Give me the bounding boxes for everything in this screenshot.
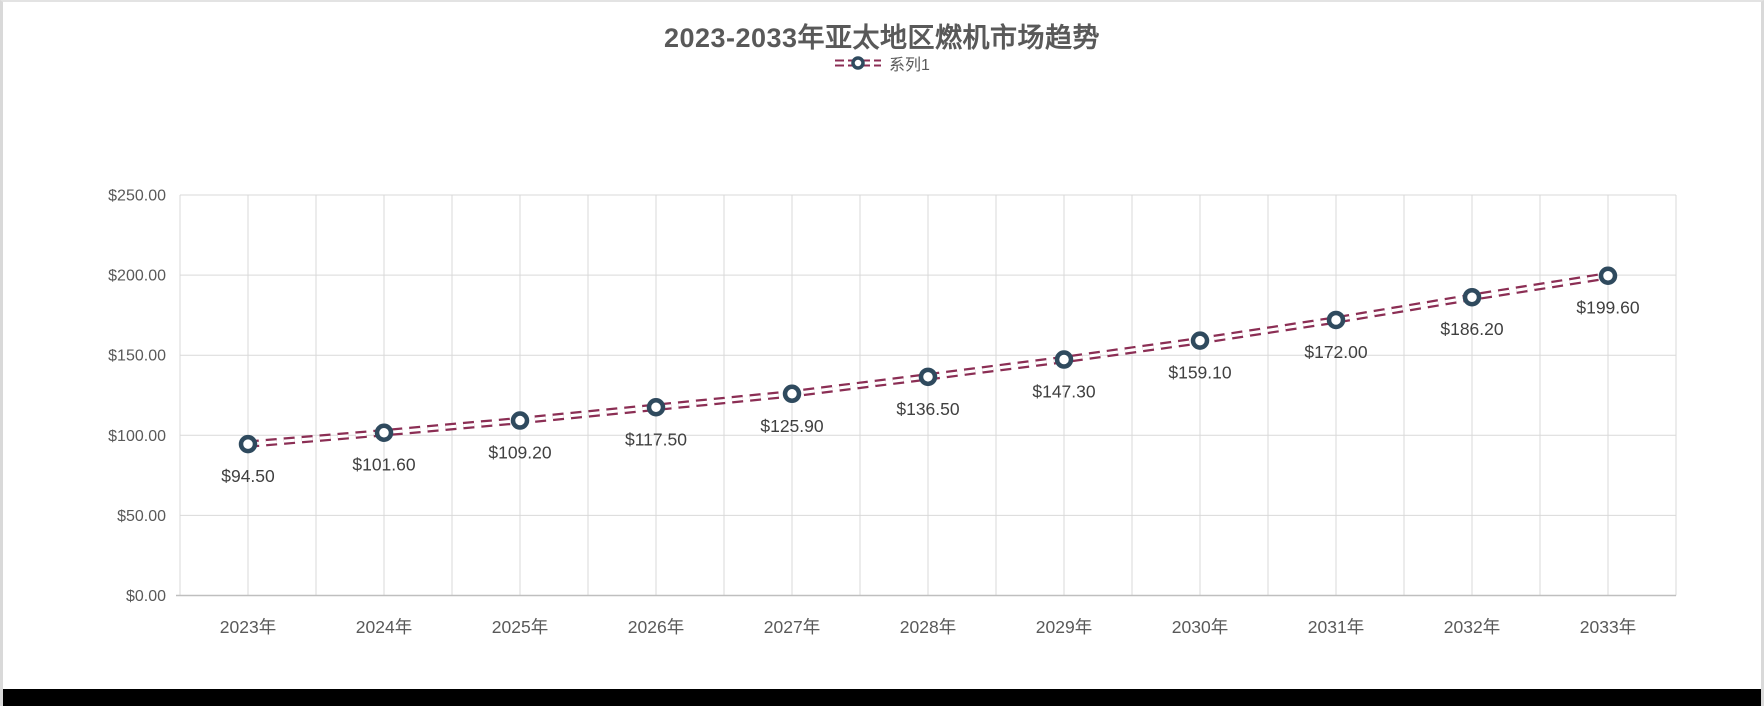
data-label: $172.00 — [1304, 342, 1368, 362]
legend[interactable]: 系列1 — [3, 51, 1761, 75]
legend-series-label: 系列1 — [889, 57, 930, 74]
y-axis-tick-label: $200.00 — [108, 268, 166, 285]
data-label: $94.50 — [221, 466, 275, 486]
series-line-inner — [247, 274, 1609, 446]
x-axis-tick-label: 2030年 — [1172, 617, 1228, 637]
data-point-marker[interactable] — [918, 367, 938, 387]
data-point-marker[interactable] — [1326, 310, 1346, 330]
data-point-marker[interactable] — [646, 398, 666, 417]
data-point-marker[interactable] — [510, 411, 530, 430]
data-label: $186.20 — [1440, 319, 1504, 339]
x-axis-tick-label: 2023年 — [220, 617, 276, 637]
data-label: $101.60 — [352, 455, 416, 475]
data-label: $159.10 — [1168, 363, 1232, 383]
data-label: $147.30 — [1032, 382, 1096, 402]
data-label: $117.50 — [625, 429, 687, 449]
y-axis-tick-label: $150.00 — [108, 348, 166, 365]
chart-title: 2023-2033年亚太地区燃机市场趋势 — [663, 23, 1101, 53]
bottom-bar — [3, 689, 1761, 706]
data-label: $136.50 — [896, 399, 960, 419]
x-axis-tick-label: 2028年 — [900, 617, 956, 637]
data-label: $109.20 — [488, 443, 552, 463]
x-axis-tick-label: 2027年 — [764, 617, 820, 637]
data-point-marker[interactable] — [1598, 266, 1618, 285]
x-axis-tick-label: 2025年 — [492, 617, 548, 637]
x-axis-tick-label: 2033年 — [1580, 617, 1636, 637]
chart-plot-area[interactable]: $0.00 $50.00 $100.00 $150.00 $200.00 $250.00 2… — [3, 2, 1764, 691]
data-point-marker[interactable] — [1462, 287, 1482, 307]
x-axis-tick-label: 2031年 — [1308, 617, 1364, 637]
y-axis-tick-label: $100.00 — [108, 428, 166, 445]
x-axis-tick-label: 2029年 — [1036, 617, 1092, 637]
legend-series-marker-icon — [835, 56, 882, 70]
y-axis-tick-label: $0.00 — [126, 588, 166, 605]
y-axis-tick-label: $50.00 — [117, 508, 166, 525]
x-axis-tick-label: 2032年 — [1444, 617, 1500, 637]
x-axis-tick-label: 2024年 — [356, 617, 412, 637]
data-point-marker[interactable] — [782, 384, 802, 404]
data-point-marker[interactable] — [1054, 350, 1074, 369]
x-axis-tick-label: 2026年 — [628, 617, 684, 637]
data-label: $125.90 — [760, 416, 824, 436]
data-label: $199.60 — [1576, 298, 1640, 318]
y-axis-tick-label: $250.00 — [108, 188, 166, 205]
data-point-marker[interactable] — [238, 434, 258, 454]
data-point-marker[interactable] — [374, 423, 394, 442]
data-point-marker[interactable] — [1190, 331, 1210, 350]
